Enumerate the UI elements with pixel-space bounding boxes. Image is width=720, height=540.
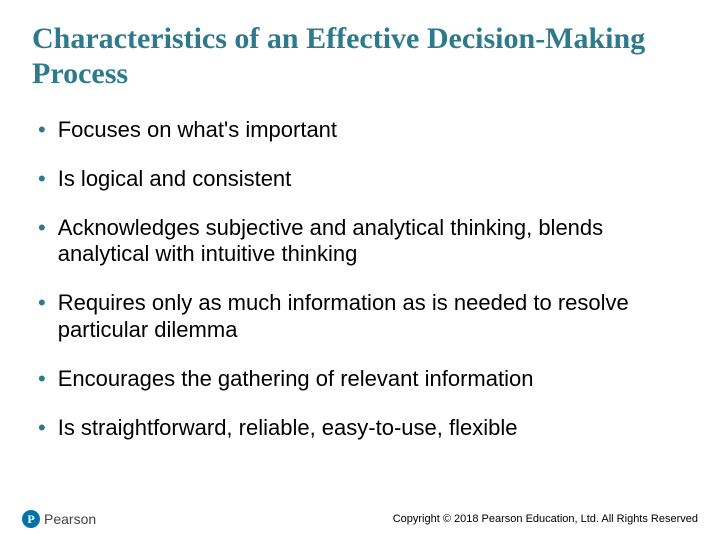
list-item: • Is logical and consistent [38,166,688,193]
bullet-icon: • [38,290,46,317]
logo-text: Pearson [44,511,96,527]
list-item: • Is straightforward, reliable, easy-to-… [38,415,688,442]
list-item: • Focuses on what's important [38,117,688,144]
bullet-icon: • [38,166,46,193]
copyright-text: Copyright © 2018 Pearson Education, Ltd.… [393,513,698,525]
logo-badge-icon: P [22,510,40,528]
bullet-text: Focuses on what's important [58,117,688,144]
list-item: • Requires only as much information as i… [38,290,688,344]
list-item: • Acknowledges subjective and analytical… [38,215,688,269]
bullet-icon: • [38,415,46,442]
bullet-list: • Focuses on what's important • Is logic… [32,117,688,442]
bullet-icon: • [38,117,46,144]
bullet-text: Acknowledges subjective and analytical t… [58,215,688,269]
bullet-text: Is straightforward, reliable, easy-to-us… [58,415,688,442]
bullet-text: Requires only as much information as is … [58,290,688,344]
slide-title: Characteristics of an Effective Decision… [32,22,688,91]
bullet-icon: • [38,366,46,393]
bullet-text: Is logical and consistent [58,166,688,193]
bullet-text: Encourages the gathering of relevant inf… [58,366,688,393]
slide-container: Characteristics of an Effective Decision… [0,0,720,540]
list-item: • Encourages the gathering of relevant i… [38,366,688,393]
bullet-icon: • [38,215,46,242]
slide-footer: P Pearson Copyright © 2018 Pearson Educa… [0,510,720,528]
publisher-logo: P Pearson [22,510,96,528]
